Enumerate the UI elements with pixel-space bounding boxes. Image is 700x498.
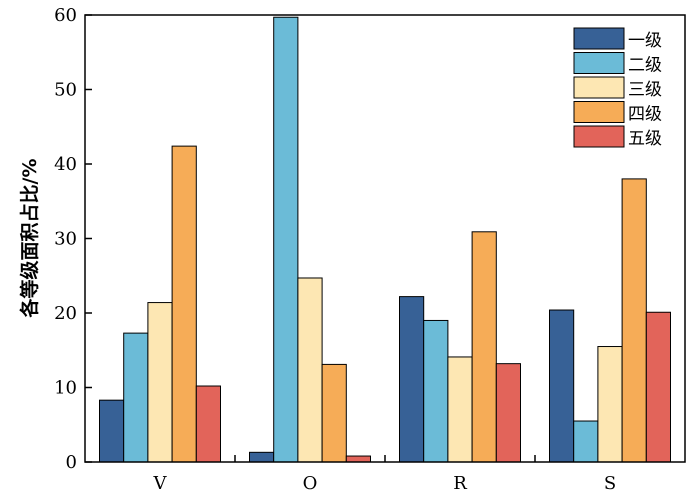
bar-V-一级 xyxy=(99,399,125,463)
bar-R-五级 xyxy=(495,363,521,463)
y-tick-label: 40 xyxy=(54,154,77,175)
bar-O-四级 xyxy=(321,363,347,463)
legend-swatch xyxy=(573,101,625,123)
bar-O-三级 xyxy=(297,277,323,463)
bar-R-二级 xyxy=(423,319,449,463)
bar-O-一级 xyxy=(249,451,275,463)
x-tick-label: R xyxy=(453,473,467,494)
bar-V-二级 xyxy=(123,332,149,463)
x-tick-label: S xyxy=(604,473,616,494)
legend-swatch xyxy=(573,27,625,50)
bar-V-三级 xyxy=(147,302,173,463)
legend-label: 一级 xyxy=(628,31,662,51)
legend-label: 二级 xyxy=(628,56,662,76)
bar-R-四级 xyxy=(471,231,497,463)
bar-R-一级 xyxy=(399,296,425,463)
y-tick-label: 50 xyxy=(54,80,77,101)
bar-R-三级 xyxy=(447,356,473,463)
bar-V-四级 xyxy=(171,145,197,463)
bar-V-五级 xyxy=(195,385,222,463)
bar-S-二级 xyxy=(573,420,599,463)
y-tick-label: 0 xyxy=(66,452,77,473)
bar-S-三级 xyxy=(597,346,623,463)
y-tick-label: 20 xyxy=(54,303,77,324)
y-tick-label: 10 xyxy=(54,378,77,399)
legend-swatch xyxy=(573,52,625,74)
bars-layer xyxy=(99,16,671,463)
bar-O-二级 xyxy=(273,16,299,463)
bar-O-五级 xyxy=(345,455,371,463)
bar-S-五级 xyxy=(645,311,671,463)
x-tick-label: O xyxy=(303,473,318,494)
bar-S-一级 xyxy=(549,309,575,463)
y-axis: 0 10 20 30 40 50 60 xyxy=(54,5,92,473)
legend-swatch xyxy=(573,125,625,148)
legend-swatch xyxy=(573,76,625,99)
y-axis-label: 各等级面积占比/% xyxy=(18,159,41,319)
legend-label: 四级 xyxy=(628,105,662,125)
y-tick-label: 60 xyxy=(54,5,77,26)
x-tick-label: V xyxy=(153,473,168,494)
legend-label: 五级 xyxy=(628,129,662,149)
y-tick-label: 30 xyxy=(54,229,77,250)
bar-S-四级 xyxy=(621,178,647,463)
legend-label: 三级 xyxy=(628,80,662,100)
